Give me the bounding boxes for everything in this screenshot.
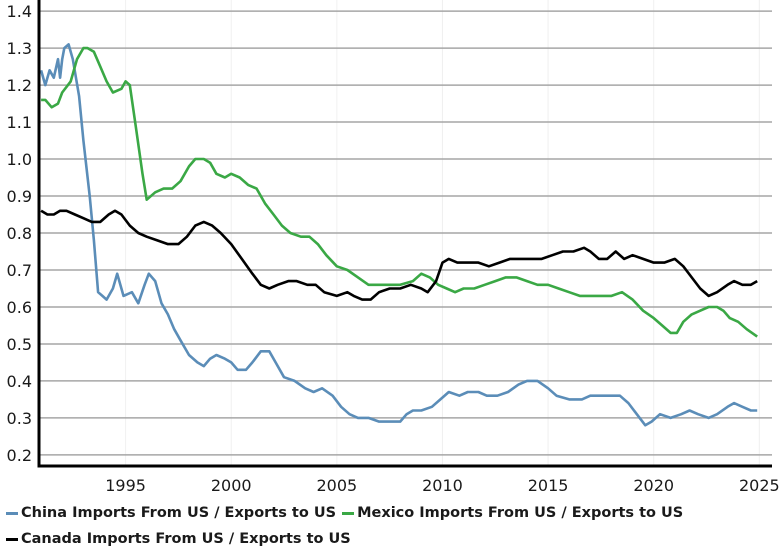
legend-item-china: China Imports From US / Exports to US [6, 505, 336, 521]
series-line-china [39, 43, 758, 427]
x-tick-label: 1995 [105, 476, 146, 495]
series-line-mexico [41, 46, 758, 338]
legend-label-china: China Imports From US / Exports to US [21, 505, 337, 521]
series-line-canada [40, 209, 758, 301]
y-tick-label: 0.8 [7, 224, 32, 243]
x-axis-tick-labels: 1995 2000 2005 2010 2015 2020 2025 [105, 476, 779, 495]
y-axis-tick-labels: 0.2 0.3 0.4 0.5 0.6 0.7 0.8 0.9 1.0 1.1 1.2 1.3 1.4 [7, 2, 32, 465]
y-tick-label: 0.6 [7, 298, 32, 317]
x-tick-label: 2020 [633, 476, 674, 495]
legend-swatch-canada [6, 537, 18, 541]
series-lines [39, 43, 758, 427]
y-tick-label: 0.7 [7, 261, 32, 280]
y-tick-label: 1.1 [7, 113, 32, 132]
x-tick-label: 2000 [211, 476, 252, 495]
legend-label-mexico: Mexico Imports From US / Exports to US [357, 505, 684, 521]
legend-swatch-china [6, 511, 18, 515]
x-tick-label: 2015 [528, 476, 569, 495]
y-tick-label: 0.4 [7, 372, 32, 391]
y-tick-label: 1.2 [7, 76, 32, 95]
y-tick-label: 0.9 [7, 187, 32, 206]
y-tick-label: 1.4 [7, 2, 32, 21]
line-chart: 0.20.30.40.50.60.70.80.91.01.11.21.31.4 … [7, 0, 780, 495]
legend-item-mexico: Mexico Imports From US / Exports to US [342, 505, 683, 521]
y-tick-label: 1.3 [7, 39, 32, 58]
legend-item-canada: Canada Imports From US / Exports to US [6, 531, 351, 547]
y-tick-label: 0.2 [7, 446, 32, 465]
horizontal-gridlines [39, 10, 772, 456]
x-tick-label: 2005 [316, 476, 357, 495]
y-tick-label: 0.5 [7, 335, 32, 354]
x-tick-label: 2025 [739, 476, 780, 495]
y-tick-label: 0.3 [7, 409, 32, 428]
legend-swatch-mexico [342, 511, 355, 515]
legend: China Imports From US / Exports to US Me… [6, 500, 776, 552]
x-tick-label: 2010 [422, 476, 463, 495]
legend-label-canada: Canada Imports From US / Exports to US [21, 531, 351, 547]
y-tick-label: 1.0 [7, 150, 32, 169]
